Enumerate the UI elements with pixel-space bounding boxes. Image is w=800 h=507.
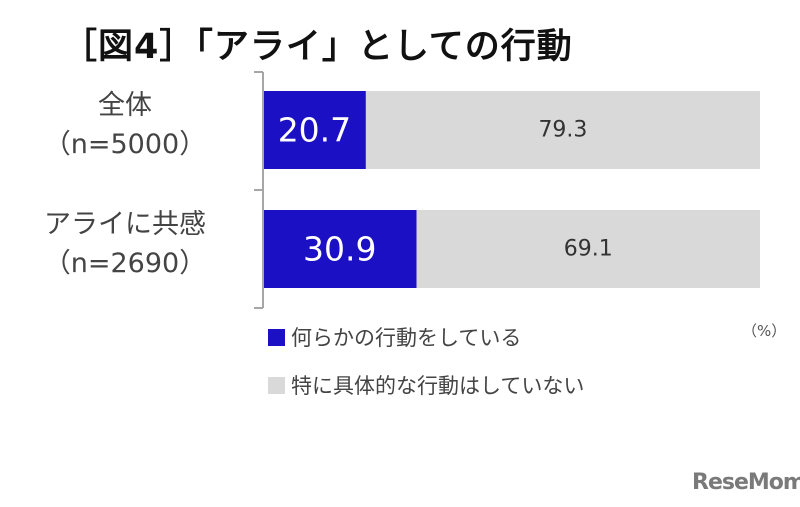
data-label-0-1: 79.3 xyxy=(538,118,587,143)
data-label-0-0: 20.7 xyxy=(278,111,351,150)
legend-label: 特に具体的な行動はしていない xyxy=(291,374,585,398)
legend-label: 何らかの行動をしている xyxy=(291,326,522,350)
data-label-1-0: 30.9 xyxy=(303,230,376,269)
category-label-1: アライに共感 （n=2690） xyxy=(0,205,250,283)
bar-segment-0-1 xyxy=(365,91,760,169)
chart-title: ［図4］「アライ」としての行動 xyxy=(62,27,573,67)
category-name: 全体 xyxy=(98,90,152,121)
resemom-logo: ReseMom xyxy=(692,470,800,495)
unit-label: （%） xyxy=(742,322,787,340)
category-name: アライに共感 xyxy=(44,209,206,240)
bar-segment-1-0 xyxy=(263,210,417,288)
category-sample-size: （n=5000） xyxy=(43,129,207,161)
legend-swatch xyxy=(268,328,285,346)
category-sample-size: （n=2690） xyxy=(43,248,207,280)
legend-swatch xyxy=(268,376,285,394)
bar-segment-0-0 xyxy=(263,91,366,169)
data-label-1-1: 69.1 xyxy=(564,237,613,262)
category-label-0: 全体 （n=5000） xyxy=(0,86,250,164)
legend-item-1: 特に具体的な行動はしていない xyxy=(268,370,584,400)
bar-segment-1-1 xyxy=(416,210,760,288)
legend-item-0: 何らかの行動をしている xyxy=(268,322,521,352)
